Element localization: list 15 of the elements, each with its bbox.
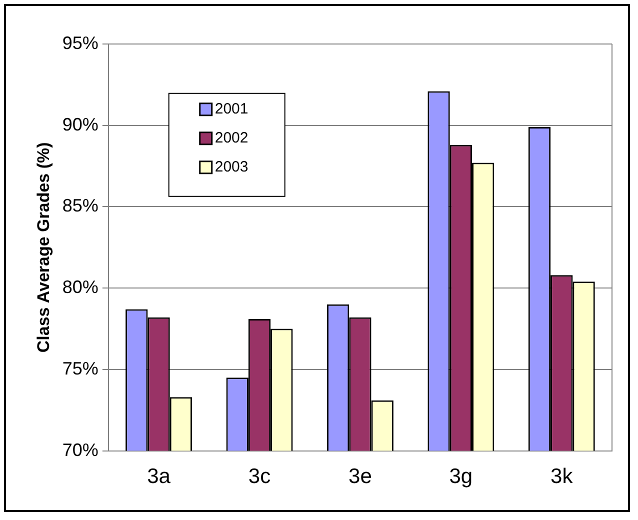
legend-label: 2001: [214, 100, 248, 118]
legend-label: 2003: [214, 158, 248, 176]
y-tick-label: 75%: [62, 358, 98, 378]
x-tick-label: 3c: [248, 465, 271, 488]
x-tick-label: 3k: [550, 465, 574, 488]
y-tick-label: 90%: [62, 114, 98, 134]
y-tick-label: 95%: [62, 32, 98, 53]
x-tick-label: 3g: [449, 465, 473, 488]
x-tick-label: 3e: [348, 465, 372, 488]
y-tick-label: 85%: [62, 196, 98, 216]
legend-label: 2002: [214, 130, 248, 147]
y-axis-title: Class Average Grades (%): [34, 142, 53, 353]
y-tick-label: 80%: [62, 277, 98, 298]
y-tick-label: 70%: [62, 440, 98, 460]
x-tick-label: 3a: [147, 465, 171, 488]
